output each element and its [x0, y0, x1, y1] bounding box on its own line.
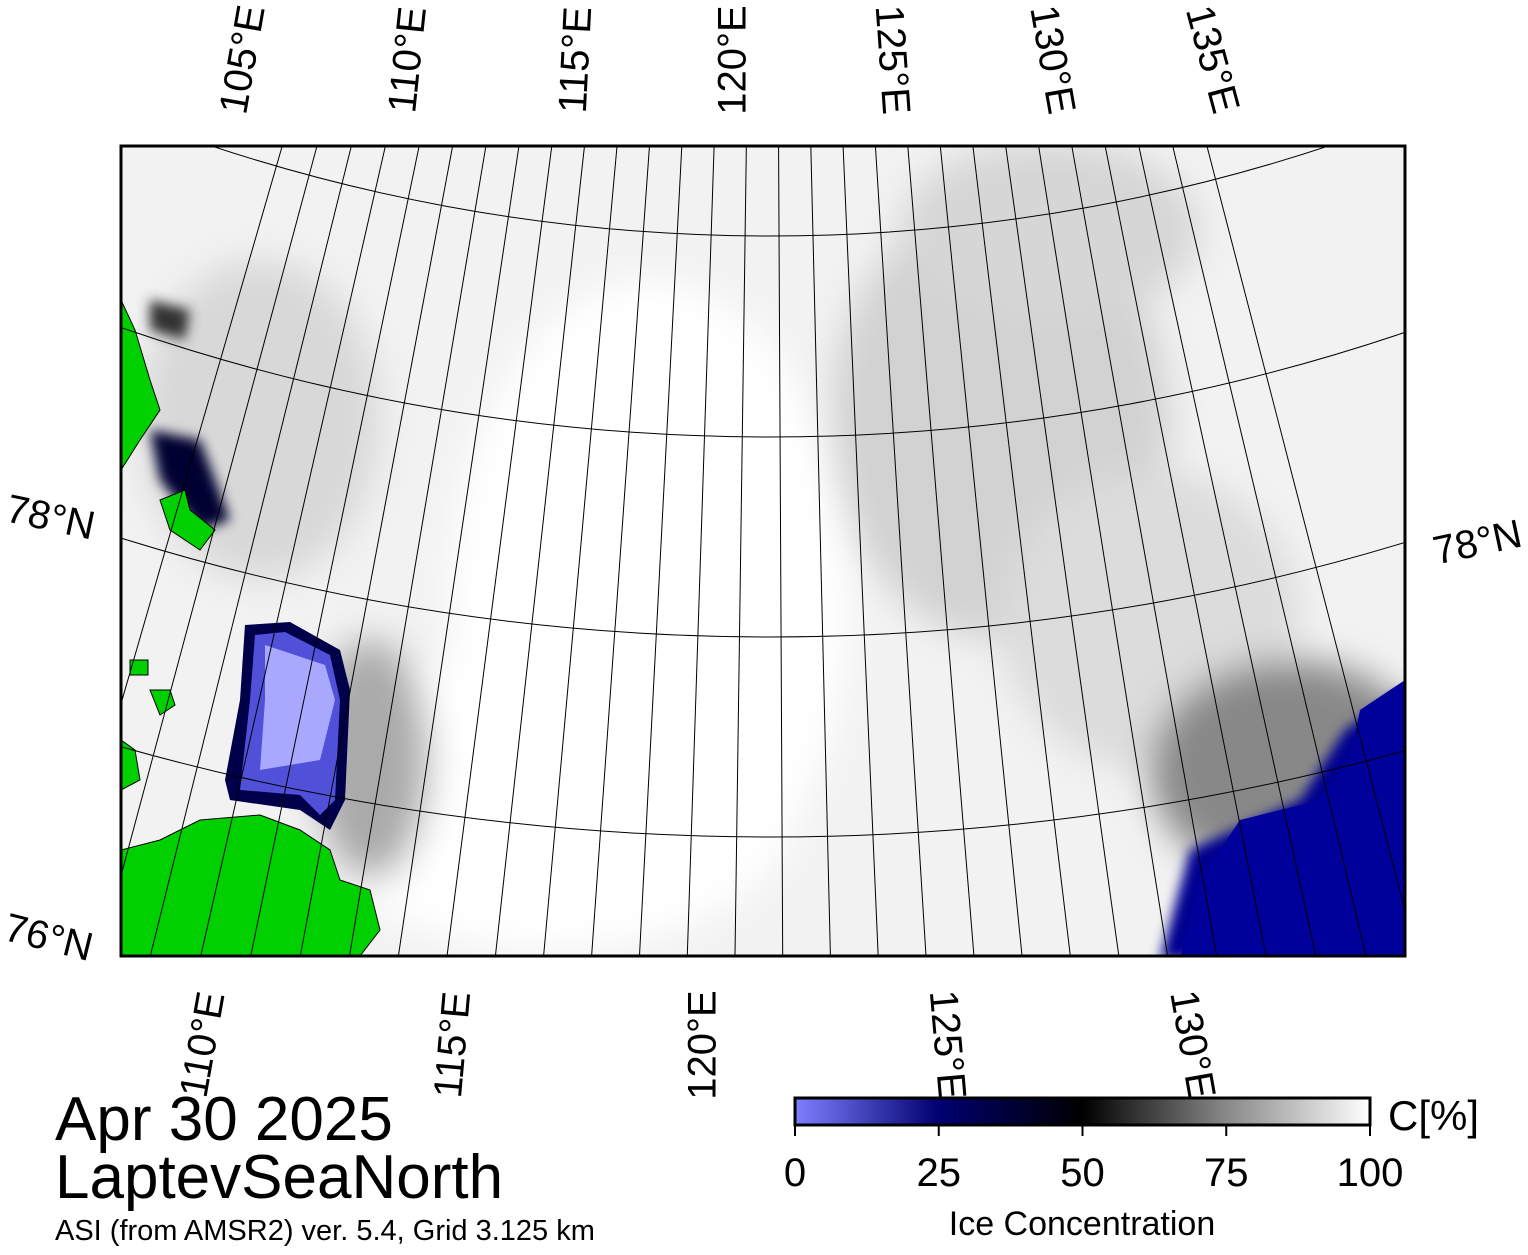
region: LaptevSeaNorth [55, 1143, 503, 1212]
meridian [734, 146, 747, 956]
meridian [397, 146, 520, 956]
meridian [810, 146, 831, 956]
meridian [1038, 146, 1169, 956]
lon-label: 115°E [551, 6, 601, 115]
meridian [1138, 146, 1317, 956]
graticule [121, 146, 1405, 956]
meridian [972, 146, 1071, 956]
date: Apr 30 2025 [55, 1085, 393, 1154]
colorbar-ticks: 0 25 50 75 100 [784, 1125, 1404, 1195]
colorbar-label: Ice Concentration [949, 1205, 1216, 1243]
lon-label: 120°E [681, 990, 725, 1099]
meridian [348, 146, 487, 956]
meridian [939, 146, 1023, 956]
meridian [494, 146, 585, 956]
meridian [1172, 146, 1367, 956]
open-water [1181, 680, 1405, 956]
map-frame [119, 144, 1407, 958]
lon-label: 125°E [867, 4, 919, 116]
colorbar-tick-label: 0 [784, 1151, 806, 1195]
meridian [874, 146, 927, 956]
lon-label: 115°E [426, 990, 479, 1100]
meridian [250, 146, 420, 956]
meridian [1206, 146, 1405, 913]
meridian [907, 146, 975, 956]
lon-label: 125°E [921, 988, 974, 1101]
colorbar-tick-label: 50 [1060, 1151, 1105, 1195]
land [121, 299, 381, 956]
colorbar-unit: C[%] [1388, 1092, 1479, 1139]
lon-label: 105°E [211, 2, 273, 117]
meridian [149, 146, 352, 956]
meridian [638, 146, 683, 956]
colorbar-tick-label: 75 [1204, 1151, 1249, 1195]
lat-label: 78°N [2, 487, 99, 549]
meridian [1071, 146, 1218, 956]
colorbar-tick-label: 25 [917, 1151, 962, 1195]
colorbar [793, 1096, 1372, 1127]
lat-label: 76°N [0, 905, 97, 969]
lon-label: 110°E [172, 988, 234, 1100]
meridian [1005, 146, 1120, 956]
meridian [591, 146, 650, 956]
meridian [842, 146, 879, 956]
lat-label: 78°N [1429, 512, 1526, 574]
meridian [446, 146, 553, 956]
lon-label: 120°E [711, 5, 755, 114]
meridian [200, 146, 386, 956]
map-area [121, 146, 1405, 956]
meridian [543, 146, 618, 956]
meridian [778, 146, 784, 956]
meridian [1104, 146, 1267, 956]
source: ASI (from AMSR2) ver. 5.4, Grid 3.125 km [55, 1215, 595, 1247]
meridian [121, 146, 318, 878]
meridian [686, 146, 715, 956]
lon-label: 130°E [1161, 987, 1223, 1102]
lon-label: 135°E [1177, 1, 1248, 118]
lon-label: 110°E [380, 5, 435, 115]
lon-label: 130°E [1021, 2, 1083, 117]
meridian [121, 146, 283, 706]
colorbar-tick-label: 100 [1337, 1151, 1404, 1195]
meridian [299, 146, 454, 956]
polynya [260, 645, 335, 770]
